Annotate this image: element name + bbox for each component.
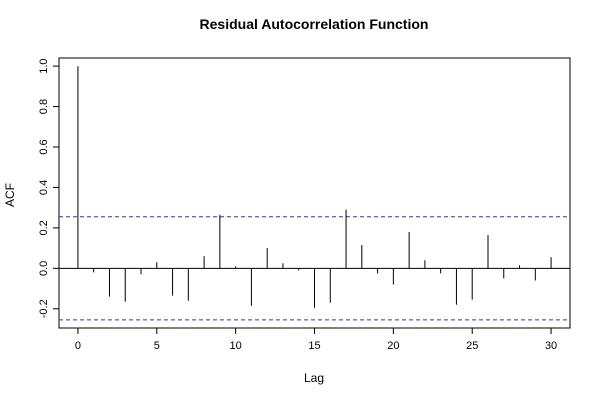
y-tick-label: 0.2 bbox=[38, 220, 50, 235]
x-tick-label: 0 bbox=[75, 340, 81, 352]
chart-title: Residual Autocorrelation Function bbox=[200, 16, 429, 32]
y-tick-label: 0.0 bbox=[38, 261, 50, 276]
y-tick-label: 0.8 bbox=[38, 99, 50, 114]
y-tick-label: 0.4 bbox=[38, 180, 50, 195]
chart-marks: 0 5 10 15 20 25 30 -0.2 0.0 0.2 0.4 0.6 0.8 1.0 bbox=[38, 58, 570, 352]
x-tick-label: 30 bbox=[545, 340, 557, 352]
x-tick-label: 20 bbox=[387, 340, 399, 352]
x-axis-label: Lag bbox=[304, 371, 324, 385]
y-tick-label: 1.0 bbox=[38, 58, 50, 73]
x-tick-label: 5 bbox=[154, 340, 160, 352]
x-tick-label: 25 bbox=[466, 340, 478, 352]
y-axis-label: ACF bbox=[3, 183, 17, 207]
y-tick-label: 0.6 bbox=[38, 139, 50, 154]
x-tick-label: 15 bbox=[308, 340, 320, 352]
x-tick-label: 10 bbox=[230, 340, 242, 352]
y-tick-label: -0.2 bbox=[38, 299, 50, 318]
